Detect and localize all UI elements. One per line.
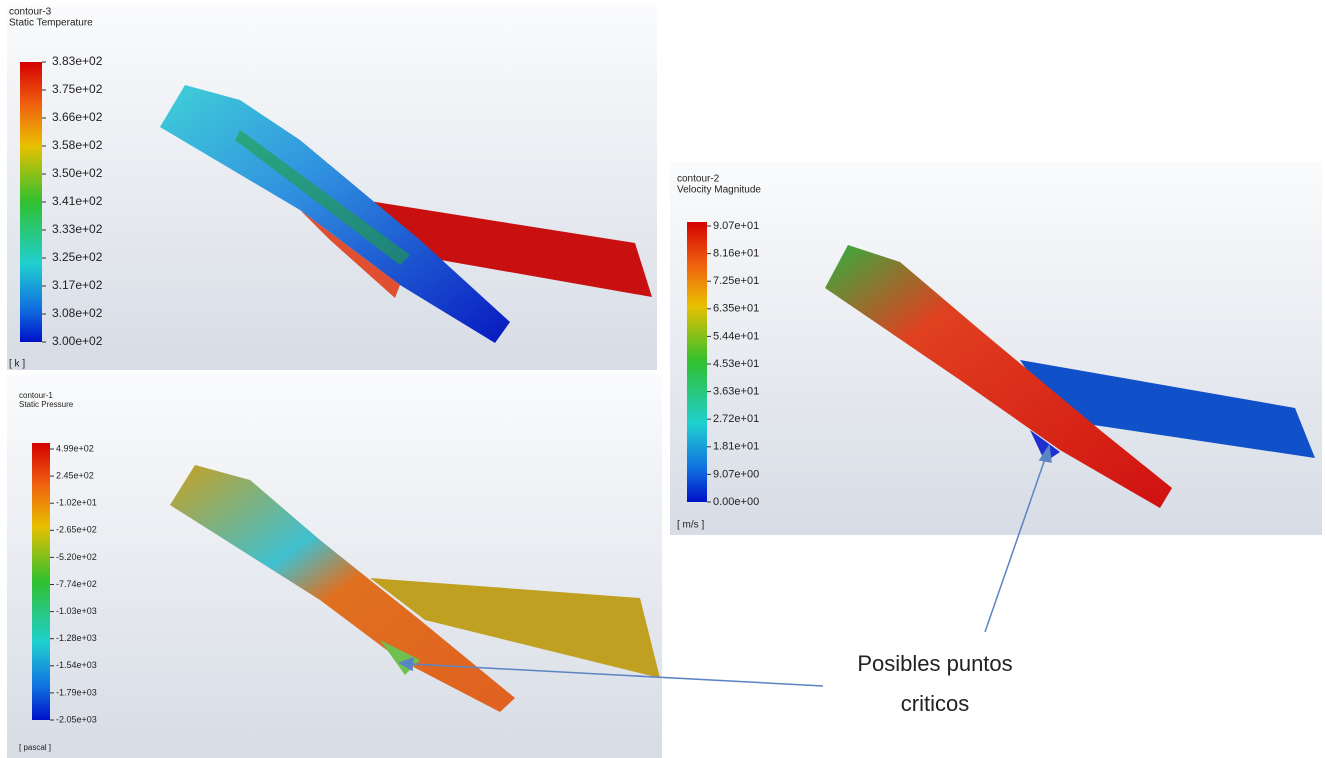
panel-title: contour-2 [677, 174, 720, 185]
annotation-text: Posibles puntos [857, 651, 1012, 676]
colorbar [687, 222, 707, 502]
colorbar-label: 3.83e+02 [52, 54, 103, 68]
colorbar-label: -1.02e+01 [56, 498, 97, 508]
annotation-text: criticos [901, 691, 969, 716]
unit-label: [ m/s ] [677, 520, 704, 531]
colorbar-label: 1.81e+01 [713, 441, 759, 453]
panel-title: contour-3 [9, 7, 52, 18]
colorbar-label: -1.54e+03 [56, 660, 97, 670]
panel-subtitle: Static Pressure [19, 400, 74, 409]
colorbar-label: -1.28e+03 [56, 633, 97, 643]
colorbar-label: 9.07e+01 [713, 220, 759, 232]
colorbar-label: 3.00e+02 [52, 334, 103, 348]
panel-title: contour-1 [19, 391, 53, 400]
colorbar-label: -7.74e+02 [56, 579, 97, 589]
colorbar-label: 8.16e+01 [713, 248, 759, 260]
colorbar-label: 3.58e+02 [52, 138, 103, 152]
colorbar-label: -2.05e+03 [56, 714, 97, 724]
panel-subtitle: Velocity Magnitude [677, 185, 761, 196]
scene: Posibles puntos criticos contour-3Static… [0, 0, 1325, 758]
colorbar [32, 443, 50, 720]
colorbar-label: -5.20e+02 [56, 552, 97, 562]
colorbar-label: 3.08e+02 [52, 306, 103, 320]
colorbar-label: 3.33e+02 [52, 222, 103, 236]
colorbar-label: 2.72e+01 [713, 413, 759, 425]
colorbar-label: -2.65e+02 [56, 525, 97, 535]
colorbar-label: 9.07e+00 [713, 468, 759, 480]
colorbar-label: 3.66e+02 [52, 110, 103, 124]
colorbar-label: 2.45e+02 [56, 470, 94, 480]
colorbar [20, 62, 42, 342]
colorbar-label: 3.75e+02 [52, 82, 103, 96]
colorbar-label: 4.53e+01 [713, 358, 759, 370]
colorbar-label: 7.25e+01 [713, 275, 759, 287]
colorbar-label: 0.00e+00 [713, 496, 759, 508]
unit-label: [ pascal ] [19, 743, 51, 752]
colorbar-label: 3.63e+01 [713, 386, 759, 398]
colorbar-label: 3.17e+02 [52, 278, 103, 292]
colorbar-label: 3.41e+02 [52, 194, 103, 208]
panel-subtitle: Static Temperature [9, 18, 93, 29]
unit-label: [ k ] [9, 359, 25, 370]
colorbar-label: 4.99e+02 [56, 443, 94, 453]
colorbar-label: -1.79e+03 [56, 687, 97, 697]
colorbar-label: 5.44e+01 [713, 330, 759, 342]
colorbar-label: 3.25e+02 [52, 250, 103, 264]
colorbar-label: 3.50e+02 [52, 166, 103, 180]
colorbar-label: 6.35e+01 [713, 303, 759, 315]
colorbar-label: -1.03e+03 [56, 606, 97, 616]
